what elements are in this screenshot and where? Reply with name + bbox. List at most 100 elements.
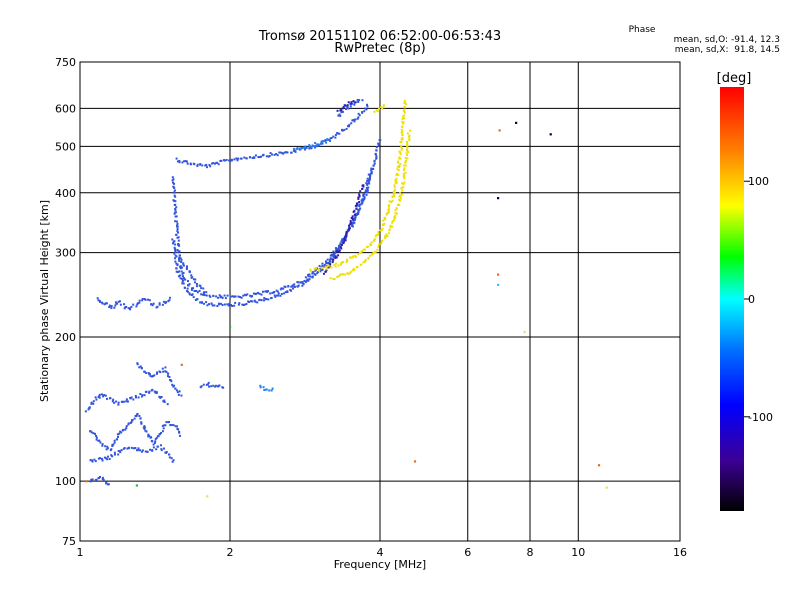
data-point (85, 480, 88, 483)
stats-heading: Phase (629, 25, 656, 35)
data-point (166, 375, 169, 378)
data-point (321, 142, 324, 145)
data-point (398, 195, 401, 198)
data-point (177, 428, 180, 431)
data-point (363, 196, 366, 199)
data-point (115, 400, 118, 403)
data-point (373, 238, 376, 241)
data-point (333, 277, 336, 280)
data-point (212, 384, 215, 387)
data-point (394, 212, 397, 215)
data-point (108, 305, 111, 308)
data-point (296, 146, 299, 149)
data-point (173, 199, 176, 202)
data-point (347, 107, 350, 110)
data-point (138, 414, 141, 417)
data-point (249, 294, 252, 297)
data-point (140, 367, 143, 370)
data-point (149, 375, 152, 378)
data-point (173, 182, 176, 185)
data-point (175, 206, 178, 209)
data-point (175, 215, 178, 218)
data-point (114, 304, 117, 307)
data-point (174, 387, 177, 390)
data-point (216, 296, 219, 299)
x-tick-label: 10 (571, 546, 585, 559)
data-point (176, 271, 179, 274)
data-point (351, 218, 354, 221)
data-point (363, 197, 366, 200)
data-point (239, 296, 242, 299)
data-point (168, 299, 171, 302)
data-point (337, 264, 340, 267)
tick-labels: 1 2 4 6 8 10 16 75 100 200 300 400 500 600 750 (55, 56, 687, 559)
data-point (393, 191, 396, 194)
data-point (265, 298, 268, 301)
data-point (406, 132, 409, 135)
data-point (277, 292, 280, 295)
data-point (401, 120, 404, 123)
data-point (351, 225, 354, 228)
data-point (176, 160, 179, 163)
data-point (137, 449, 140, 452)
data-point (335, 256, 338, 259)
data-point (165, 421, 168, 424)
data-point (113, 451, 116, 454)
data-point (153, 374, 156, 377)
data-point (334, 136, 337, 139)
data-point (159, 371, 162, 374)
data-point (213, 162, 216, 165)
data-point (326, 138, 329, 141)
data-point (142, 426, 145, 429)
data-point (286, 151, 289, 154)
data-point (365, 108, 368, 111)
data-point (125, 398, 128, 401)
data-point (408, 137, 411, 140)
data-point (523, 330, 526, 334)
data-point (377, 142, 380, 145)
data-point (349, 223, 352, 226)
data-point (148, 373, 151, 376)
data-point (401, 130, 404, 133)
data-point (195, 290, 198, 293)
data-point (345, 235, 348, 238)
data-point (102, 395, 105, 398)
data-point (260, 293, 263, 296)
data-point (354, 254, 357, 257)
data-point (175, 425, 178, 428)
data-point (219, 159, 222, 162)
data-point (332, 252, 335, 255)
data-point (229, 295, 232, 298)
data-point (178, 250, 181, 253)
data-point (198, 289, 201, 292)
data-point (350, 101, 353, 104)
data-point (339, 243, 342, 246)
data-point (368, 173, 371, 176)
data-point (391, 225, 394, 228)
data-point (192, 287, 195, 290)
data-point (184, 160, 187, 163)
data-point (214, 384, 217, 387)
data-point (172, 181, 175, 184)
data-point (381, 107, 384, 110)
data-point (340, 247, 343, 250)
data-point (245, 157, 248, 160)
data-point (183, 160, 186, 163)
data-point (185, 268, 188, 271)
data-point (101, 476, 104, 479)
data-point (202, 287, 205, 290)
data-point (332, 254, 335, 257)
data-point (143, 425, 146, 428)
data-point (328, 258, 331, 261)
data-point (174, 249, 177, 252)
data-point (181, 282, 184, 285)
data-point (313, 268, 316, 271)
data-point (174, 243, 177, 246)
data-point (397, 203, 400, 206)
data-point (349, 222, 352, 225)
data-point (309, 268, 312, 271)
data-point (269, 152, 272, 155)
data-point (148, 299, 151, 302)
data-point (363, 110, 366, 113)
data-point (402, 122, 405, 125)
